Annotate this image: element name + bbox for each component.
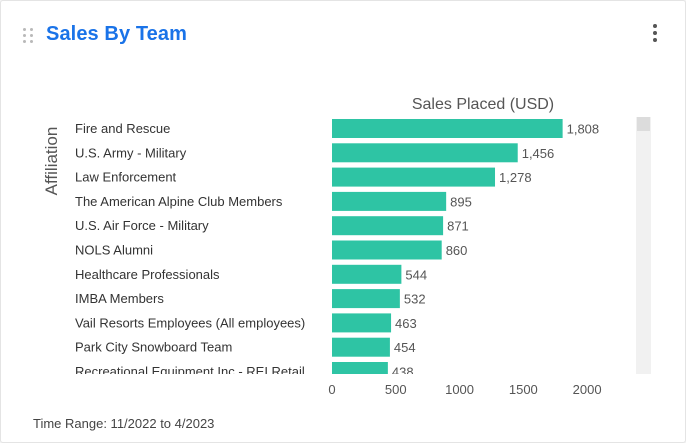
bar[interactable]	[332, 337, 390, 357]
bar-value-label: 438	[392, 365, 414, 380]
category-label: Recreational Equipment Inc - REI Retail	[75, 364, 305, 379]
category-label: U.S. Air Force - Military	[75, 218, 209, 233]
time-range-label: Time Range: 11/2022 to 4/2023	[33, 416, 215, 431]
scrollbar-thumb[interactable]	[637, 117, 650, 131]
bar-value-label: 871	[447, 219, 469, 234]
bar[interactable]	[332, 191, 447, 211]
bar[interactable]	[332, 313, 392, 333]
bar[interactable]	[332, 240, 442, 260]
x-tick-label: 2000	[573, 382, 602, 397]
x-tick-label: 0	[328, 382, 335, 397]
category-label: IMBA Members	[75, 291, 164, 306]
category-label: Park City Snowboard Team	[75, 340, 232, 355]
bar[interactable]	[332, 264, 402, 284]
category-label: Healthcare Professionals	[75, 267, 220, 282]
bar-value-label: 1,278	[499, 170, 532, 185]
x-tick-label: 1500	[509, 382, 538, 397]
bar-value-label: 463	[395, 316, 417, 331]
bar[interactable]	[332, 119, 563, 138]
category-label: Vail Resorts Employees (All employees)	[75, 315, 305, 330]
category-label: The American Alpine Club Members	[75, 194, 283, 209]
bar-value-label: 544	[405, 267, 427, 282]
x-tick-label: 500	[385, 382, 407, 397]
bar-value-label: 1,456	[522, 146, 555, 161]
scrollbar[interactable]	[636, 117, 651, 374]
bar-value-label: 1,808	[567, 122, 600, 137]
widget-title: Sales By Team	[46, 23, 188, 45]
drag-handle-icon[interactable]	[23, 28, 35, 44]
more-vertical-icon[interactable]	[647, 22, 663, 44]
x-tick-label: 1000	[445, 382, 474, 397]
bar[interactable]	[332, 289, 400, 309]
category-label: Law Enforcement	[75, 170, 177, 185]
bar-value-label: 532	[404, 292, 426, 307]
bar[interactable]	[332, 167, 496, 187]
bar[interactable]	[332, 362, 388, 381]
bar-value-label: 454	[394, 340, 416, 355]
bar-value-label: 895	[450, 194, 472, 209]
category-label: Fire and Rescue	[75, 121, 170, 136]
category-label: U.S. Army - Military	[75, 145, 187, 160]
y-axis-title: Affiliation	[42, 127, 61, 196]
bar[interactable]	[332, 143, 518, 163]
bar[interactable]	[332, 216, 444, 236]
chart-title: Sales Placed (USD)	[412, 96, 554, 113]
bar-value-label: 860	[446, 243, 468, 258]
category-label: NOLS Alumni	[75, 243, 153, 258]
